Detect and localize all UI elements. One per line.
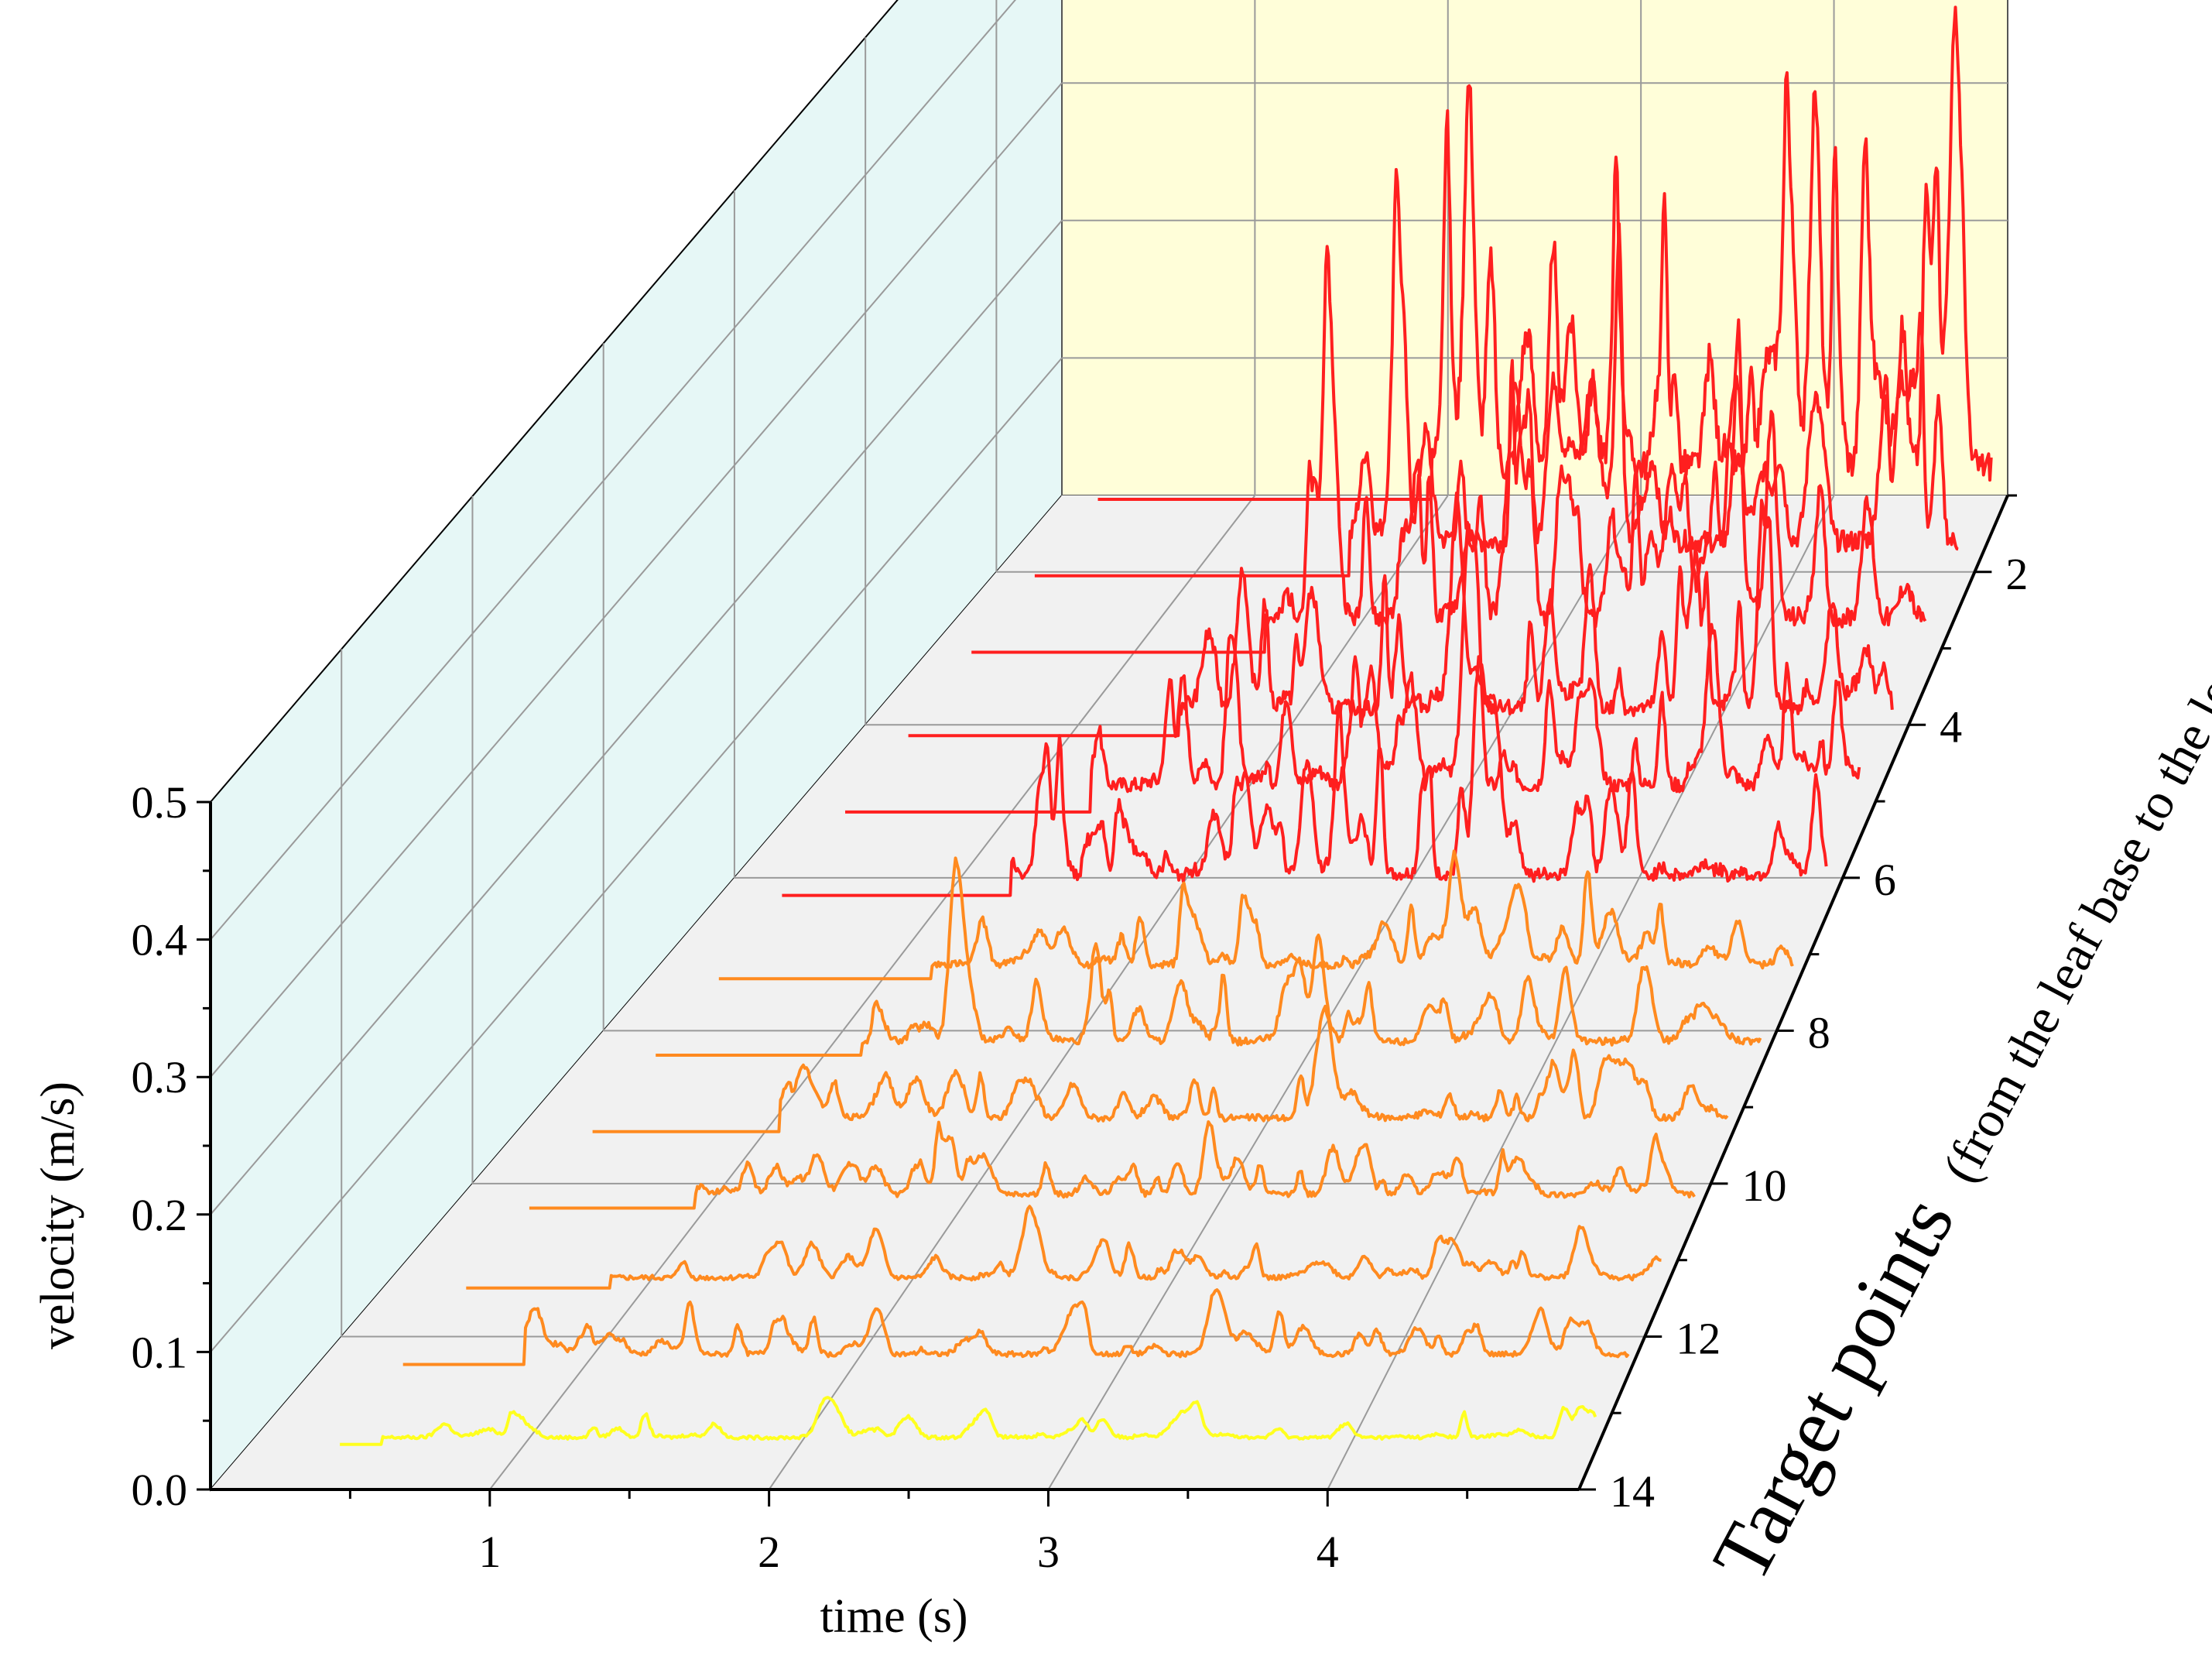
series-line-9 xyxy=(592,1004,1729,1133)
grid-lines xyxy=(210,0,2008,1490)
series-line-2 xyxy=(1034,168,1959,578)
series-line-8 xyxy=(656,856,1762,1057)
z-tick-label: 2 xyxy=(2005,549,2028,599)
z-tick-label: 10 xyxy=(1741,1160,1786,1211)
y-tick-label: 0.3 xyxy=(132,1052,188,1102)
series-line-4 xyxy=(908,491,1894,738)
z-tick-label: 6 xyxy=(1874,855,1896,905)
floor-grid-x xyxy=(489,495,1256,1490)
series-line-11 xyxy=(466,1205,1662,1290)
series-line-6 xyxy=(782,655,1828,897)
x-tick-label: 2 xyxy=(758,1527,780,1577)
z-axis-title-main: Target points xyxy=(1696,1183,1971,1596)
z-axis-line xyxy=(1577,495,2009,1490)
y-tick-label: 0.2 xyxy=(132,1190,188,1240)
series-line-10 xyxy=(529,1120,1696,1210)
y-tick-label: 0.5 xyxy=(132,777,188,828)
side-grid-y xyxy=(210,220,1063,1215)
side-grid-y xyxy=(210,0,1017,941)
z-axis-title-sub: (from the leaf base to the leaf tip) xyxy=(1932,560,2212,1191)
z-tick-label: 12 xyxy=(1676,1313,1721,1363)
series-line-5 xyxy=(844,530,1861,814)
z-tick-label: 8 xyxy=(1808,1007,1830,1058)
floor-grid-x xyxy=(1327,495,1835,1490)
z-tick-label: 14 xyxy=(1610,1466,1655,1517)
series-group xyxy=(340,5,1993,1446)
y-tick-label: 0.4 xyxy=(132,915,188,965)
z-tick-label: 4 xyxy=(1940,701,1962,752)
series-line-13 xyxy=(340,1396,1597,1446)
x-axis-title: time (s) xyxy=(820,1590,967,1643)
x-tick-label: 1 xyxy=(478,1527,501,1577)
y-tick-label: 0.0 xyxy=(132,1465,188,1515)
series-line-12 xyxy=(402,1288,1630,1366)
side-grid-y xyxy=(210,357,1063,1353)
x-tick-label: 3 xyxy=(1037,1527,1060,1577)
side-grid-y xyxy=(210,82,1063,1078)
y-tick-label: 0.1 xyxy=(132,1327,188,1377)
x-tick-label: 4 xyxy=(1317,1527,1339,1577)
axes xyxy=(197,494,2017,1507)
series-line-1 xyxy=(1097,5,1993,501)
series-line-7 xyxy=(718,849,1794,981)
y-axis-title: velocity (m/s) xyxy=(32,1082,84,1349)
